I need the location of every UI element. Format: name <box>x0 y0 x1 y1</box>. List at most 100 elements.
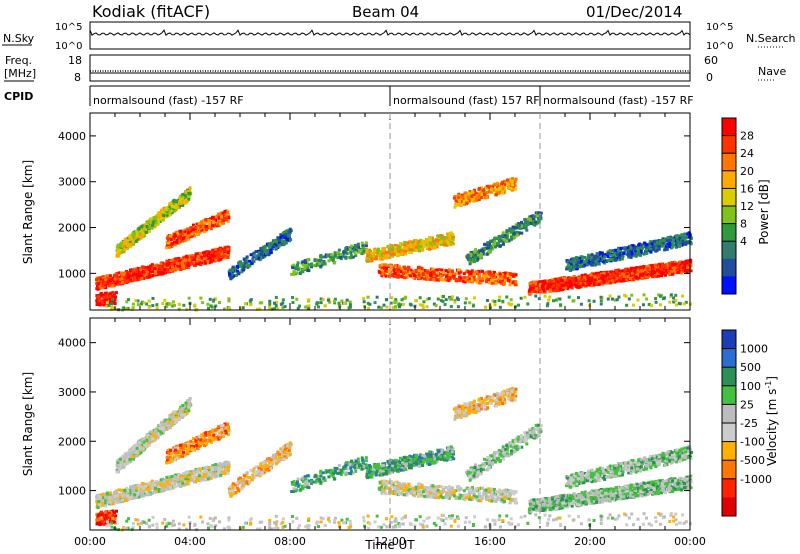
power-cell <box>657 247 661 251</box>
power-cell <box>511 229 515 233</box>
power-cell <box>578 285 582 289</box>
power-cell <box>382 256 386 260</box>
power-cell <box>516 226 520 230</box>
power-cell <box>389 264 393 268</box>
power-cell <box>472 258 476 262</box>
power-cell <box>378 264 382 268</box>
power-cell <box>490 270 494 274</box>
power-cell <box>208 222 212 226</box>
power-cell <box>591 278 595 282</box>
power-cell <box>482 275 486 279</box>
power-cell <box>148 275 152 279</box>
power-cell <box>211 224 215 228</box>
power-cell <box>477 281 481 285</box>
power-cell <box>595 261 599 265</box>
power-cell <box>370 252 374 256</box>
power-cell <box>583 282 587 286</box>
power-cell <box>426 271 430 275</box>
power-cell <box>240 270 244 274</box>
power-cell <box>615 269 619 273</box>
power-cell <box>191 223 195 227</box>
power-cell <box>505 181 509 185</box>
power-cell <box>488 272 492 276</box>
power-cell <box>138 232 142 236</box>
power-cell <box>455 203 459 207</box>
power-cell <box>113 298 117 302</box>
power-cell <box>586 279 590 283</box>
power-cell <box>179 198 183 202</box>
power-cell <box>102 295 106 299</box>
power-cell <box>661 272 665 276</box>
power-cell <box>128 234 132 238</box>
power-cell <box>602 271 606 275</box>
power-cell <box>187 191 191 195</box>
power-cell <box>423 268 427 272</box>
power-cell <box>532 289 536 293</box>
power-cell <box>535 215 539 219</box>
power-cell <box>673 266 677 270</box>
power-cell <box>532 280 536 284</box>
power-cell <box>631 278 635 282</box>
power-cell <box>147 225 151 229</box>
power-cell <box>406 241 410 245</box>
power-cell <box>411 271 415 275</box>
power-cell <box>202 221 206 225</box>
power-cell <box>657 274 661 278</box>
power-cell <box>428 235 432 239</box>
power-cell <box>606 273 610 277</box>
power-cell <box>497 234 501 238</box>
power-cell <box>411 248 415 252</box>
beam-label: Beam 04 <box>352 3 419 21</box>
power-cell <box>158 211 162 215</box>
power-cell <box>405 276 409 280</box>
power-cell <box>630 271 634 275</box>
power-cell <box>527 289 531 293</box>
power-cell <box>116 245 120 249</box>
power-cell <box>433 245 437 249</box>
power-cell <box>387 270 391 274</box>
power-cell <box>146 273 150 277</box>
power-cell <box>200 256 204 260</box>
power-cell <box>164 206 168 210</box>
power-cell <box>175 239 179 243</box>
power-cell <box>466 277 470 281</box>
power-cell <box>644 250 648 254</box>
power-cell <box>366 259 370 263</box>
power-cell <box>445 243 449 247</box>
power-cell <box>122 250 126 254</box>
power-cell <box>125 246 129 250</box>
power-cell <box>632 266 636 270</box>
power-cell <box>395 264 399 268</box>
power-cell <box>581 283 585 287</box>
power-cell <box>425 243 429 247</box>
power-cell <box>157 267 161 271</box>
power-cell <box>482 272 486 276</box>
power-cell <box>597 273 601 277</box>
power-cell <box>269 247 273 251</box>
power-cell <box>333 254 337 258</box>
power-cell <box>429 269 433 273</box>
power-cell <box>183 232 187 236</box>
power-cell <box>492 276 496 280</box>
power-cell <box>447 268 451 272</box>
power-cell <box>210 250 214 254</box>
power-cell <box>278 241 282 245</box>
power-cell <box>484 187 488 191</box>
power-cell <box>106 282 110 286</box>
power-cell <box>469 252 473 256</box>
power-cell <box>459 202 463 206</box>
power-cell <box>457 199 461 203</box>
power-cell <box>391 267 395 271</box>
power-cell <box>180 196 184 200</box>
power-cell <box>139 274 143 278</box>
power-cell <box>196 226 200 230</box>
power-cell <box>269 251 273 255</box>
power-cell <box>147 267 151 271</box>
power-cell <box>114 291 118 295</box>
power-cell <box>374 255 378 259</box>
power-cell <box>226 247 230 251</box>
power-cell <box>279 235 283 239</box>
power-cell <box>470 198 474 202</box>
power-cell <box>175 237 179 241</box>
power-cell <box>622 277 626 281</box>
